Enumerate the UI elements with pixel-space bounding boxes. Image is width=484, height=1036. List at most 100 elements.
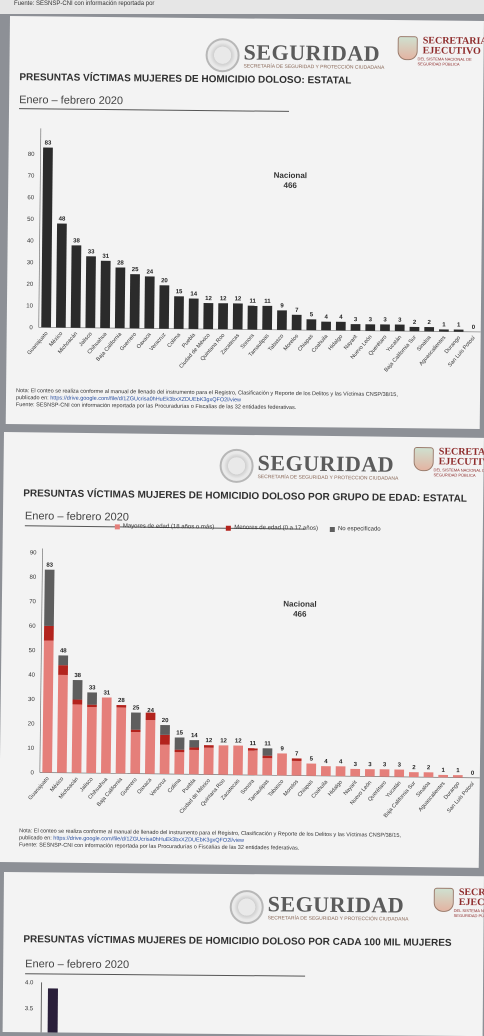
bar-segment: [189, 747, 199, 750]
bar-segment: [248, 751, 258, 776]
data-label: 3: [398, 318, 402, 324]
bar: [218, 303, 228, 329]
bar-segment: [44, 626, 54, 641]
slide-estatal: SEGURIDAD SECRETARÍA DE SEGURIDAD Y PROT…: [6, 16, 484, 429]
bar: [306, 319, 316, 330]
bar-segment: [277, 753, 287, 775]
bar: [321, 322, 331, 331]
brand-subtitle: SECRETARÍA DE SEGURIDAD Y PROTECCIÓN CIU…: [257, 474, 398, 482]
y-tick-label: 20: [28, 721, 35, 727]
bar-segment: [438, 775, 448, 778]
data-label: 1: [456, 768, 460, 774]
shield-icon: [434, 888, 454, 912]
bar-segment: [336, 766, 346, 776]
y-tick-label: 10: [27, 746, 34, 752]
y-tick-label: 0: [30, 770, 34, 776]
data-label: 83: [45, 141, 52, 147]
bar-segment: [175, 737, 185, 749]
data-label: 12: [235, 296, 242, 302]
legend-label: Mayores de edad (18 años o más): [123, 523, 214, 530]
seguridad-logo: SEGURIDAD SECRETARÍA DE SEGURIDAD Y PROT…: [230, 890, 409, 926]
shield-icon: [398, 36, 418, 60]
data-label: 4: [339, 315, 343, 321]
bar-segment: [101, 697, 112, 773]
bar-segment: [409, 772, 419, 777]
data-label: 28: [117, 260, 124, 266]
bar-segment: [380, 769, 390, 776]
x-tick-label: Hidalgo: [328, 334, 345, 352]
bar-segment: [204, 745, 214, 748]
data-label: 5: [310, 312, 314, 318]
y-axis: [40, 548, 43, 772]
data-label: 12: [206, 738, 213, 744]
data-label: 7: [295, 308, 299, 314]
seguridad-logo: SEGURIDAD SECRETARÍA DE SEGURIDAD Y PROT…: [205, 38, 384, 74]
bar-segment: [350, 769, 360, 776]
y-tick-label: 20: [26, 282, 33, 288]
secretariado-name: SECRETARIADO EJECUTIVO: [459, 888, 484, 909]
bar-segment: [58, 665, 68, 675]
legend-label: Menores de edad (0 a 17 años): [234, 525, 318, 532]
data-label: 3: [398, 763, 402, 769]
data-label: 20: [162, 718, 169, 724]
bar: [85, 256, 95, 328]
y-tick-label: 30: [27, 260, 34, 266]
y-tick-label: 10: [26, 304, 33, 310]
legend-item-minors: Menores de edad (0 a 17 años): [226, 525, 318, 532]
bar-segment: [204, 748, 214, 775]
data-label: 5: [310, 757, 314, 763]
x-tick-label: Guanajuato: [28, 776, 51, 801]
data-label: 24: [147, 708, 154, 714]
data-label: 11: [250, 741, 257, 747]
bar-segment: [130, 732, 140, 774]
y-tick-label: 60: [27, 195, 34, 201]
bar: [336, 322, 346, 331]
legend-item-adults: Mayores de edad (18 años o más): [115, 523, 214, 530]
chart-period: Enero – febrero 2020: [25, 510, 129, 523]
y-tick-label: 0: [29, 325, 33, 331]
y-tick-label: 4.0: [25, 980, 33, 986]
seal-icon: [205, 38, 239, 72]
bar-segment: [87, 692, 97, 704]
bar-segment: [292, 761, 302, 776]
bar-segment: [116, 707, 126, 773]
secretariado-logo: SECRETARIADO EJECUTIVO DEL SISTEMA NACIO…: [397, 36, 482, 67]
data-label: 31: [102, 254, 109, 260]
data-label: 11: [264, 299, 271, 305]
y-tick-label: 40: [27, 239, 34, 245]
x-tick-label: Guanajuato: [26, 331, 49, 357]
stacked-bar-chart-edad: 010203040506070809083Guanajuato48México3…: [0, 532, 483, 838]
data-label: 1: [442, 768, 446, 774]
bar-segment: [218, 745, 228, 774]
bar-segment: [131, 712, 141, 729]
seguridad-logo: SEGURIDAD SECRETARÍA DE SEGURIDAD Y PROT…: [219, 449, 398, 485]
bar: [424, 327, 434, 331]
bar: [71, 245, 82, 327]
data-label: 3: [354, 762, 358, 768]
bar-segment: [57, 675, 68, 773]
bar-segment: [160, 745, 170, 774]
bar: [410, 327, 420, 331]
data-label: 11: [249, 299, 256, 305]
data-label: 48: [60, 648, 67, 654]
bar-segment: [175, 750, 185, 753]
data-label: 25: [133, 705, 140, 711]
secretariado-logo: SECRETARIADO EJECUTIVO DEL SISTEMA NACIO…: [413, 447, 483, 478]
y-axis: [39, 128, 41, 327]
legend-swatch: [115, 524, 120, 529]
bar-segment: [262, 758, 272, 775]
bar: [365, 324, 375, 331]
data-label: 3: [368, 762, 372, 768]
data-label: 14: [190, 292, 197, 298]
y-axis: [41, 982, 43, 1036]
bar: [144, 276, 154, 328]
chart-note: Nota: El conteo se realiza conforme al m…: [16, 388, 398, 413]
bar-segment: [86, 707, 96, 773]
chart-title: PRESUNTAS VÍCTIMAS MUJERES DE HOMICIDIO …: [23, 488, 467, 504]
data-label: 38: [73, 238, 80, 244]
legend-label: No especificado: [338, 526, 381, 533]
bar: [380, 324, 390, 331]
bar-segment: [116, 705, 126, 708]
y-tick-label: 80: [28, 152, 35, 158]
bar-segment: [233, 745, 243, 774]
